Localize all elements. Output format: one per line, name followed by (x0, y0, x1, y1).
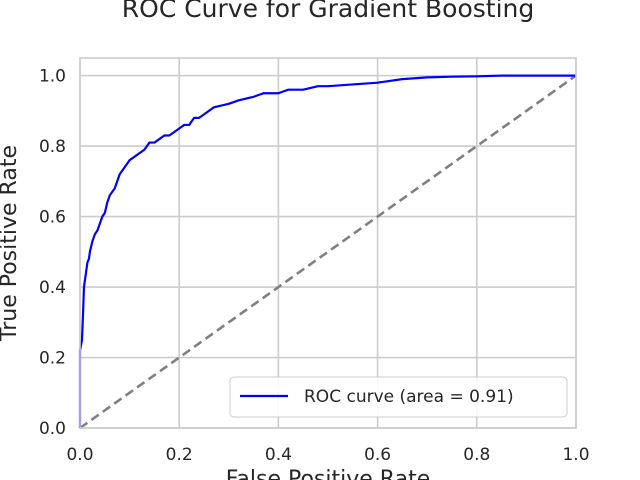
baseline-diagonal-line (79, 74, 577, 430)
x-tick-label: 0.8 (463, 445, 490, 465)
legend: ROC curve (area = 0.91) (229, 376, 568, 418)
x-tick-label: 0.6 (364, 445, 391, 465)
x-tick-label: 1.0 (562, 445, 589, 465)
x-tick-label: 0.4 (265, 445, 292, 465)
plot-area (80, 58, 576, 428)
y-tick-label: 0.8 (39, 137, 66, 157)
x-tick-label: 0.2 (166, 445, 193, 465)
plot-frame (79, 57, 577, 429)
legend-label-roc: ROC curve (area = 0.91) (304, 387, 514, 407)
x-tick-label: 0.0 (66, 445, 93, 465)
x-axis-ticks: 0.0 0.2 0.4 0.6 0.8 1.0 (66, 445, 589, 465)
y-tick-label: 0.2 (39, 349, 66, 369)
x-axis-label: False Positive Rate (226, 467, 430, 480)
chart-title: ROC Curve for Gradient Boosting (122, 0, 534, 23)
y-tick-label: 1.0 (39, 67, 66, 87)
y-tick-label: 0.6 (39, 208, 66, 228)
roc-curve-line (78, 74, 576, 428)
y-axis-ticks: 0.0 0.2 0.4 0.6 0.8 1.0 (39, 67, 66, 439)
legend-box (229, 376, 568, 418)
y-tick-label: 0.4 (39, 278, 66, 298)
series-layer (78, 74, 577, 430)
y-tick-label: 0.0 (39, 419, 66, 439)
y-axis-label: True Positive Rate (0, 145, 22, 342)
